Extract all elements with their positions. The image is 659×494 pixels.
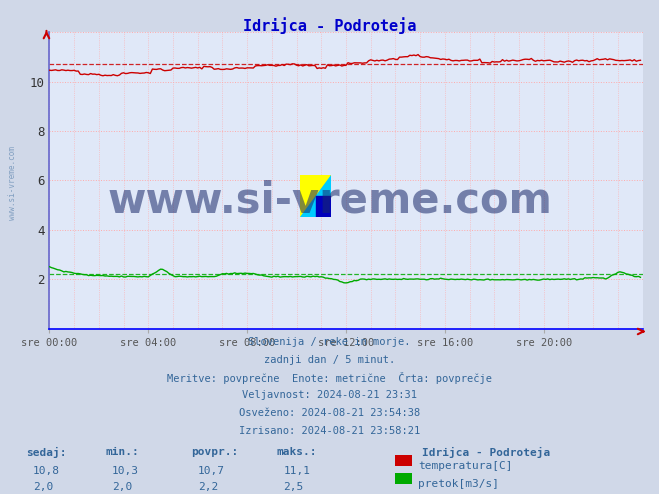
Polygon shape [300,175,331,217]
Text: zadnji dan / 5 minut.: zadnji dan / 5 minut. [264,355,395,365]
Text: Veljavnost: 2024-08-21 23:31: Veljavnost: 2024-08-21 23:31 [242,390,417,400]
Text: Izrisano: 2024-08-21 23:58:21: Izrisano: 2024-08-21 23:58:21 [239,426,420,436]
Text: www.si-vreme.com: www.si-vreme.com [107,179,552,221]
Text: www.si-vreme.com: www.si-vreme.com [8,146,17,220]
Text: 10,7: 10,7 [198,466,225,476]
Text: povpr.:: povpr.: [191,447,239,457]
Text: 2,0: 2,0 [33,482,53,492]
Text: 11,1: 11,1 [283,466,310,476]
Polygon shape [316,197,331,217]
Text: Idrijca - Podroteja: Idrijca - Podroteja [243,17,416,34]
Text: Idrijca - Podroteja: Idrijca - Podroteja [422,447,550,458]
Text: pretok[m3/s]: pretok[m3/s] [418,479,500,489]
Text: 2,2: 2,2 [198,482,218,492]
Text: maks.:: maks.: [277,447,317,457]
Text: Slovenija / reke in morje.: Slovenija / reke in morje. [248,337,411,347]
Text: temperatura[C]: temperatura[C] [418,461,513,471]
Text: min.:: min.: [105,447,139,457]
Text: 2,0: 2,0 [112,482,132,492]
Text: 10,8: 10,8 [33,466,60,476]
Polygon shape [300,175,331,217]
Text: Osveženo: 2024-08-21 23:54:38: Osveženo: 2024-08-21 23:54:38 [239,408,420,418]
Text: 10,3: 10,3 [112,466,139,476]
Text: 2,5: 2,5 [283,482,304,492]
Text: sedaj:: sedaj: [26,447,67,458]
Text: Meritve: povprečne  Enote: metrične  Črta: povprečje: Meritve: povprečne Enote: metrične Črta:… [167,372,492,384]
